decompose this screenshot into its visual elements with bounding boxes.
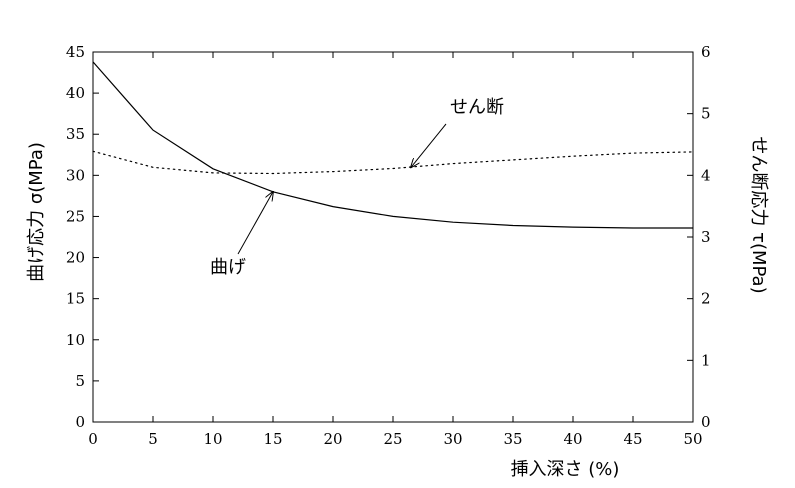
x-tick-label: 30 [443, 430, 462, 448]
right-axis-title: せん断応力 τ(MPa) [748, 136, 769, 293]
shear-annotation-label: せん断 [450, 97, 504, 118]
shear-stress-line [92, 150, 694, 175]
left-tick-label: 15 [66, 290, 85, 308]
x-tick-label: 10 [203, 430, 222, 448]
x-tick-label: 45 [623, 430, 642, 448]
series-layer [92, 61, 694, 229]
bending-annotation-label: 曲げ [210, 257, 246, 278]
x-tick-label: 15 [263, 430, 282, 448]
x-tick-label: 50 [683, 430, 702, 448]
bending-stress-line [92, 61, 693, 229]
x-tick-label: 40 [563, 430, 582, 448]
right-tick-label: 6 [701, 43, 711, 61]
x-tick-label: 0 [88, 430, 98, 448]
left-tick-label: 5 [75, 372, 85, 390]
shear-annotation-arrow [411, 123, 447, 167]
right-tick-label: 0 [701, 413, 711, 431]
left-tick-label: 45 [66, 43, 85, 61]
left-tick-label: 0 [75, 413, 85, 431]
left-tick-label: 35 [66, 125, 85, 143]
plot-frame [92, 51, 694, 423]
right-tick-label: 4 [701, 166, 711, 184]
right-tick-label: 3 [701, 228, 711, 246]
x-tick-label: 25 [383, 430, 402, 448]
right-tick-label: 1 [701, 351, 711, 369]
x-tick-label: 35 [503, 430, 522, 448]
left-tick-label: 40 [66, 84, 85, 102]
left-axis-ticks: 0 5 10 15 20 25 30 35 40 45 [66, 43, 99, 431]
x-tick-label: 5 [148, 430, 158, 448]
left-tick-label: 30 [66, 166, 85, 184]
right-tick-label: 2 [701, 290, 711, 308]
right-axis-ticks: 0 1 2 3 4 5 6 [687, 43, 711, 431]
x-axis-ticks: 0 5 10 15 20 25 30 35 40 45 50 [88, 52, 703, 448]
x-tick-label: 20 [323, 430, 342, 448]
left-tick-label: 25 [66, 207, 85, 225]
left-tick-label: 10 [66, 331, 85, 349]
bending-annotation-arrow [237, 192, 273, 255]
left-tick-label: 20 [66, 249, 85, 267]
x-axis-title: 挿入深さ (%) [511, 459, 620, 480]
right-tick-label: 5 [701, 105, 711, 123]
left-axis-title: 曲げ応力 σ(MPa) [26, 142, 47, 282]
